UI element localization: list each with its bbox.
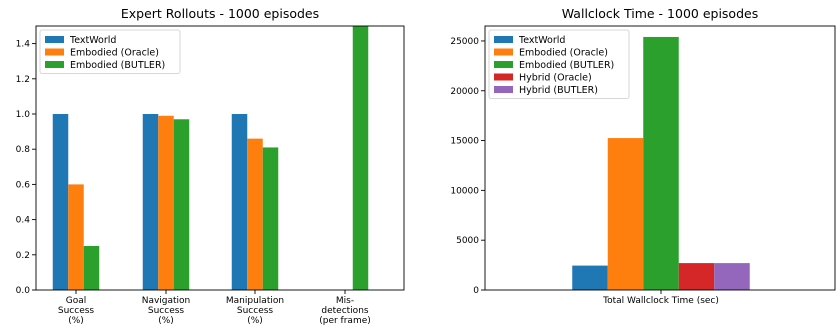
bar-embodied-oracle- [607, 138, 644, 290]
legend-box [488, 29, 630, 99]
chart-title: Expert Rollouts - 1000 episodes [121, 6, 319, 21]
x-tick-label: (%) [247, 316, 263, 326]
y-tick-label: 1.0 [16, 110, 31, 120]
y-tick-label: 0.4 [16, 216, 31, 226]
legend-label: Hybrid (BUTLER) [519, 85, 598, 96]
y-tick-label: 10000 [450, 186, 479, 196]
x-tick-label: (per frame) [319, 316, 371, 326]
legend-swatch [494, 86, 513, 93]
bar-textworld [142, 114, 159, 290]
bar-embodied-butler- [262, 147, 279, 290]
wallclock-time-chart: Wallclock Time - 1000 episodes 0 5000 10000… [450, 6, 836, 306]
y-tick-label: 20000 [450, 87, 479, 97]
plot-frame [35, 25, 405, 291]
legend-swatch [45, 36, 64, 43]
bar-textworld [231, 114, 248, 290]
x-tick-label: (%) [158, 316, 174, 326]
legend-swatch [45, 48, 64, 56]
y-tick-label: 5000 [456, 236, 479, 246]
y-tick-label: 15000 [450, 137, 479, 147]
y-tick-label: 0.6 [16, 180, 31, 190]
x-tick-label: Mis- [336, 296, 354, 306]
bar-embodied-oracle- [158, 115, 174, 290]
legend-label: TextWorld [69, 35, 116, 46]
x-tick-label: detections [321, 306, 369, 316]
legend-label: Embodied (Oracle) [519, 48, 608, 59]
bar-textworld [572, 265, 608, 290]
x-tick-label: Manipulation [226, 296, 284, 306]
plot-frame [484, 25, 836, 291]
x-tick-label: Success [237, 306, 274, 316]
bar-textworld [52, 114, 69, 290]
y-tick-label: 0 [473, 286, 479, 296]
y-tick-label: 25000 [450, 37, 479, 47]
bar-hybrid-butler- [714, 263, 750, 290]
legend-swatch [494, 73, 513, 81]
x-tick-label: Success [58, 306, 95, 316]
x-tick-label: (%) [68, 316, 84, 326]
x-tick-label: Success [148, 306, 185, 316]
bar-hybrid-oracle- [678, 263, 715, 290]
legend-box [39, 29, 181, 74]
legend-label: TextWorld [518, 35, 565, 46]
legend-swatch [494, 48, 513, 56]
bar-embodied-oracle- [247, 138, 263, 290]
bar-embodied-butler- [83, 246, 100, 290]
x-tick-label: Goal [66, 296, 87, 306]
y-tick-label: 0.0 [16, 286, 31, 296]
y-tick-label: 1.2 [16, 75, 30, 85]
legend-swatch [494, 61, 513, 68]
chart-title: Wallclock Time - 1000 episodes [562, 6, 758, 21]
legend-label: Hybrid (Oracle) [519, 73, 592, 84]
legend-label: Embodied (BUTLER) [70, 60, 165, 71]
legend: TextWorld Embodied (Oracle)Embodied (BUTL… [39, 29, 181, 74]
y-tick-label: 0.2 [16, 251, 30, 261]
bar-embodied-butler- [352, 26, 369, 290]
expert-rollouts-chart: Expert Rollouts - 1000 episodes 0.0 0.2 0.4… [16, 6, 405, 326]
x-tick-label: Navigation [142, 296, 191, 306]
legend-label: Embodied (Oracle) [70, 48, 159, 59]
x-tick-label: Total Wallclock Time (sec) [602, 296, 719, 306]
y-tick-label: 0.8 [16, 145, 31, 155]
legend-swatch [45, 61, 64, 68]
bar-embodied-oracle- [68, 184, 84, 290]
bar-embodied-butler- [173, 119, 190, 290]
bar-embodied-butler- [643, 36, 679, 290]
legend-swatch [494, 36, 513, 43]
legend-label: Embodied (BUTLER) [519, 60, 614, 71]
legend: TextWorld Embodied (Oracle)Embodied (BUTL… [488, 29, 630, 99]
y-tick-label: 1.4 [16, 40, 31, 50]
